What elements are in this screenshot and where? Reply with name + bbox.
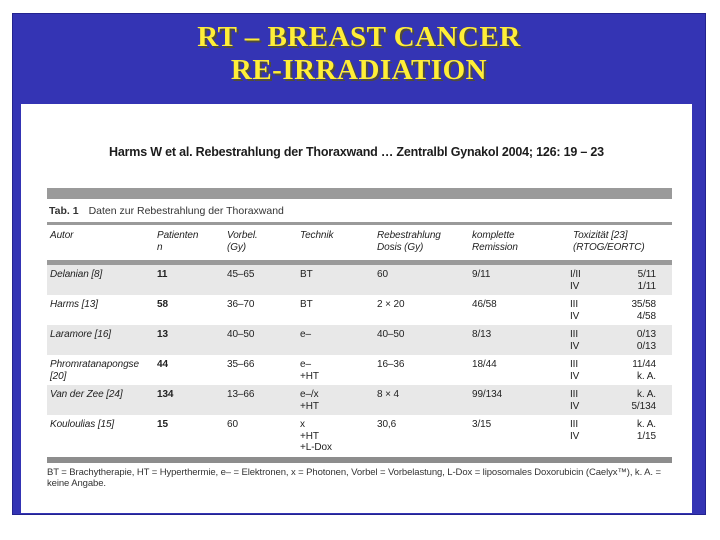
cell-autor: Laramore [16] (50, 329, 111, 340)
cell-toxizitaet: III 35/58 IV 4/58 (570, 299, 656, 322)
cell-remission: 8/13 (472, 329, 492, 340)
cell-technik: BT (300, 269, 313, 280)
cell-remission: 9/11 (472, 269, 491, 280)
cell-autor: Kouloulias [15] (50, 419, 115, 430)
cell-dosis: 16–36 (377, 359, 405, 370)
divider-bottom (47, 456, 672, 463)
table-footnote: BT = Brachytherapie, HT = Hyperthermie, … (47, 466, 661, 490)
header-vorbel: Vorbel. (Gy) (227, 230, 258, 253)
table-row: Delanian [8] 11 45–65 BT 60 9/11 I/II 5/1… (47, 265, 672, 295)
cell-dosis: 60 (377, 269, 388, 280)
divider-caption (47, 222, 672, 225)
cell-patienten: 13 (157, 329, 168, 340)
table-row: Harms [13] 58 36–70 BT 2 × 20 46/58 III 3… (47, 295, 672, 325)
cell-remission: 99/134 (472, 389, 502, 400)
table-caption-label: Tab. 1 (49, 205, 79, 217)
cell-patienten: 11 (157, 269, 168, 280)
table-row: Van der Zee [24] 134 13–66 e–/x +HT 8 × 4… (47, 385, 672, 415)
cell-autor: Harms [13] (50, 299, 98, 310)
cell-toxizitaet: III k. A. IV 1/15 (570, 419, 656, 442)
cell-vorbel: 45–65 (227, 269, 255, 280)
slide-title: RT – BREAST CANCER RE-IRRADIATION (13, 21, 705, 87)
cell-vorbel: 35–66 (227, 359, 255, 370)
table-caption: Tab. 1 Daten zur Rebestrahlung der Thorax… (49, 204, 672, 218)
header-dosis: Rebestrahlung Dosis (Gy) (377, 230, 441, 253)
cell-remission: 18/44 (472, 359, 497, 370)
cell-technik: BT (300, 299, 313, 310)
cell-technik: x +HT +L-Dox (300, 419, 332, 453)
cell-toxizitaet: III 0/13 IV 0/13 (570, 329, 656, 352)
cell-patienten: 134 (157, 389, 174, 400)
cell-vorbel: 40–50 (227, 329, 255, 340)
cell-technik: e–/x +HT (300, 389, 319, 412)
cell-remission: 46/58 (472, 299, 497, 310)
table-row: Kouloulias [15] 15 60 x +HT +L-Dox 30,6 3/… (47, 415, 672, 457)
cell-patienten: 15 (157, 419, 168, 430)
cell-dosis: 30,6 (377, 419, 397, 430)
cell-toxizitaet: I/II 5/11 IV 1/11 (570, 269, 656, 292)
cell-toxizitaet: III 11/44 IV k. A. (570, 359, 656, 382)
content-panel: Harms W et al. Rebestrahlung der Thoraxw… (21, 104, 692, 513)
journal-table: Tab. 1 Daten zur Rebestrahlung der Thorax… (47, 188, 672, 490)
table-caption-text: Daten zur Rebestrahlung der Thoraxwand (88, 205, 284, 217)
cell-vorbel: 13–66 (227, 389, 255, 400)
cell-autor: Van der Zee [24] (50, 389, 123, 400)
cell-technik: e– +HT (300, 359, 319, 382)
slide-title-line2: RE-IRRADIATION (230, 54, 488, 86)
reference-line: Harms W et al. Rebestrahlung der Thoraxw… (109, 145, 604, 159)
cell-vorbel: 60 (227, 419, 238, 430)
slide-background: RT – BREAST CANCER RE-IRRADIATION Harms … (12, 13, 706, 515)
cell-autor: Delanian [8] (50, 269, 103, 280)
cell-dosis: 2 × 20 (377, 299, 405, 310)
cell-toxizitaet: III k. A. IV 5/134 (570, 389, 656, 412)
header-toxizitaet: Toxizität [23] (RTOG/EORTC) (573, 230, 645, 253)
table-row: Laramore [16] 13 40–50 e– 40–50 8/13 III… (47, 325, 672, 355)
slide-title-line1: RT – BREAST CANCER (197, 21, 521, 53)
cell-autor: Phromratanapongse [20] (50, 359, 139, 382)
divider-header (47, 260, 672, 265)
cell-remission: 3/15 (472, 419, 492, 430)
cell-dosis: 8 × 4 (377, 389, 400, 400)
header-patienten: Patienten n (157, 230, 199, 253)
table-row: Phromratanapongse [20] 44 35–66 e– +HT 16… (47, 355, 672, 385)
cell-dosis: 40–50 (377, 329, 405, 340)
divider-top (47, 188, 672, 199)
cell-patienten: 58 (157, 299, 168, 310)
cell-vorbel: 36–70 (227, 299, 255, 310)
table-header-row: Autor Patienten n Vorbel. (Gy) Technik R… (47, 225, 672, 260)
header-remission: komplette Remission (472, 230, 518, 253)
cell-technik: e– (300, 329, 311, 340)
header-technik: Technik (300, 230, 334, 241)
cell-patienten: 44 (157, 359, 168, 370)
header-autor: Autor (50, 230, 74, 241)
